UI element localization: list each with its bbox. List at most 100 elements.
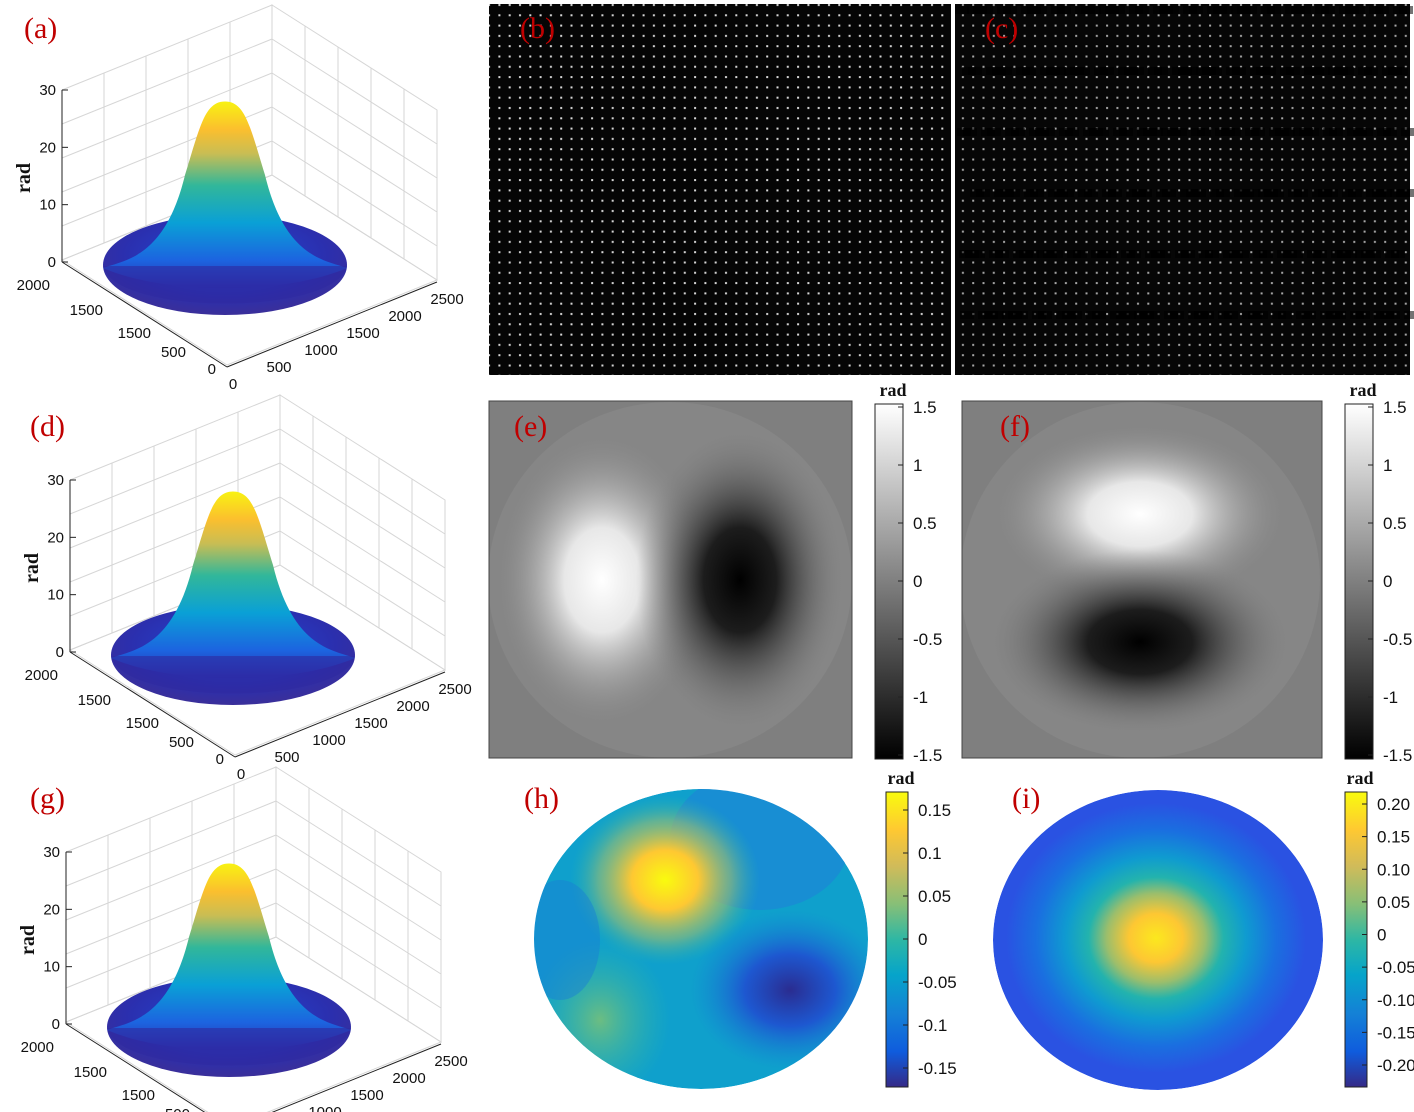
y-axis [61,261,228,368]
panel-label-h: (h) [524,782,559,815]
gridline [275,834,442,941]
x-tick-label: 1000 [304,342,337,359]
gridline [275,902,442,1009]
speckle [1223,250,1237,258]
speckle [1315,6,1329,14]
z-tick-label: 30 [47,472,64,489]
heatmap-f-frame [961,400,1323,759]
z-axis-label: rad [17,925,39,955]
colorbar-i-label: rad [1347,768,1374,788]
colorbar-i-tick-label: 0.10 [1377,860,1410,879]
x-tick-label: 1000 [312,732,345,749]
speckle [1215,128,1229,136]
speckle [1188,311,1202,319]
z-tick-label: 0 [48,254,56,271]
speckle [1196,67,1210,75]
colorbar-e-tick-label: -1.5 [913,746,942,765]
colorbar-i-tick-label: -0.10 [1377,991,1414,1010]
speckle [1024,189,1038,197]
colorbar-e-label: rad [880,380,907,400]
speckle [1288,189,1302,197]
speckle [1210,189,1224,197]
speckle [1048,189,1062,197]
speckle [1075,6,1089,14]
speckle [1277,250,1291,258]
surface-rim [107,1028,351,1066]
panel-label-c: (c) [985,12,1018,45]
speckle [1269,128,1283,136]
speckle [959,250,973,258]
speckle [960,311,974,319]
y-tick-label: 500 [165,1106,190,1112]
heatmap-i [993,790,1323,1090]
gridline [65,834,277,921]
heatmap-f-min [990,550,1290,734]
panel-label-b: (b) [520,12,555,45]
heatmap-i-center [1006,803,1306,1073]
speckle [1207,6,1221,14]
speckle [1369,6,1383,14]
x-axis [271,1043,442,1112]
z-tick-label: 30 [39,82,56,99]
colorbar-f-label: rad [1350,380,1377,400]
speckle [962,67,976,75]
colorbar-f-tick-label: -0.5 [1383,630,1412,649]
colorbar-h-tick-label: 0.1 [918,844,942,863]
heatmap-e [489,401,852,758]
panel-label-g: (g) [30,782,65,815]
speckle [1161,128,1175,136]
speckle [1339,6,1353,14]
speckle [1218,311,1232,319]
colorbar-e-tick-label: -1 [913,688,928,707]
x-tick-label: 0 [229,376,237,393]
y-tick-label: 2000 [21,1039,54,1056]
gridline [61,38,273,125]
x-tick-label: 500 [274,749,299,766]
spot-array-image-b [489,4,951,375]
speckle [1110,311,1124,319]
speckle [1137,128,1151,136]
speckle [1113,128,1127,136]
colorbar-e-tick-label: 0.5 [913,514,937,533]
speckle [1083,128,1097,136]
panel-label-d: (d) [30,410,65,443]
colorbar-e-tick-label: 1 [913,456,922,475]
speckle [989,250,1003,258]
speckle [1320,311,1334,319]
y-axis [69,651,236,758]
x-tick-label: 2000 [392,1070,425,1087]
speckle [1059,128,1073,136]
speckle [1355,250,1369,258]
colorbar-f-tick-label: 0 [1383,572,1392,591]
gridline [275,868,442,975]
x-axis [226,281,438,368]
speckle [1099,6,1113,14]
speckle [997,6,1011,14]
speckle [1323,128,1337,136]
panel-label-i: (i) [1012,782,1040,815]
speckle [957,128,971,136]
speckle [1296,311,1310,319]
speckle [1172,67,1186,75]
colorbar-e: rad 1.5 1 0.5 0 -0.5 -1 -1.5 [874,380,942,765]
speckle [1358,67,1372,75]
colorbar-f-tick-label: -1 [1383,688,1398,707]
speckle [1285,6,1299,14]
speckle [1280,67,1294,75]
speckle [1129,6,1143,14]
x-tick-label: 1000 [308,1104,341,1112]
speckle [1191,128,1205,136]
heatmap-f-max [990,422,1290,606]
speckle [1250,67,1264,75]
z-tick-label: 10 [47,587,64,604]
y-tick-label: 2000 [17,277,50,294]
y-tick-label: 0 [208,361,216,378]
speckle [1385,250,1399,258]
y-tick-label: 500 [161,344,186,361]
y-tick-label: 1500 [70,302,103,319]
colorbar-h-label: rad [888,768,915,788]
speckle [970,189,984,197]
colorbar-f: rad 1.5 1 0.5 0 -0.5 -1 -1.5 [1344,380,1412,765]
colorbar-e-tick-label: 1.5 [913,398,937,417]
